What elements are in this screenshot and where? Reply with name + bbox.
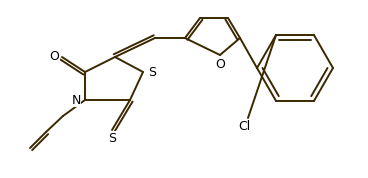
Text: N: N — [71, 93, 81, 106]
Text: S: S — [108, 132, 116, 145]
Text: S: S — [148, 66, 156, 78]
Text: O: O — [49, 51, 59, 64]
Text: O: O — [215, 57, 225, 70]
Text: Cl: Cl — [238, 121, 250, 134]
